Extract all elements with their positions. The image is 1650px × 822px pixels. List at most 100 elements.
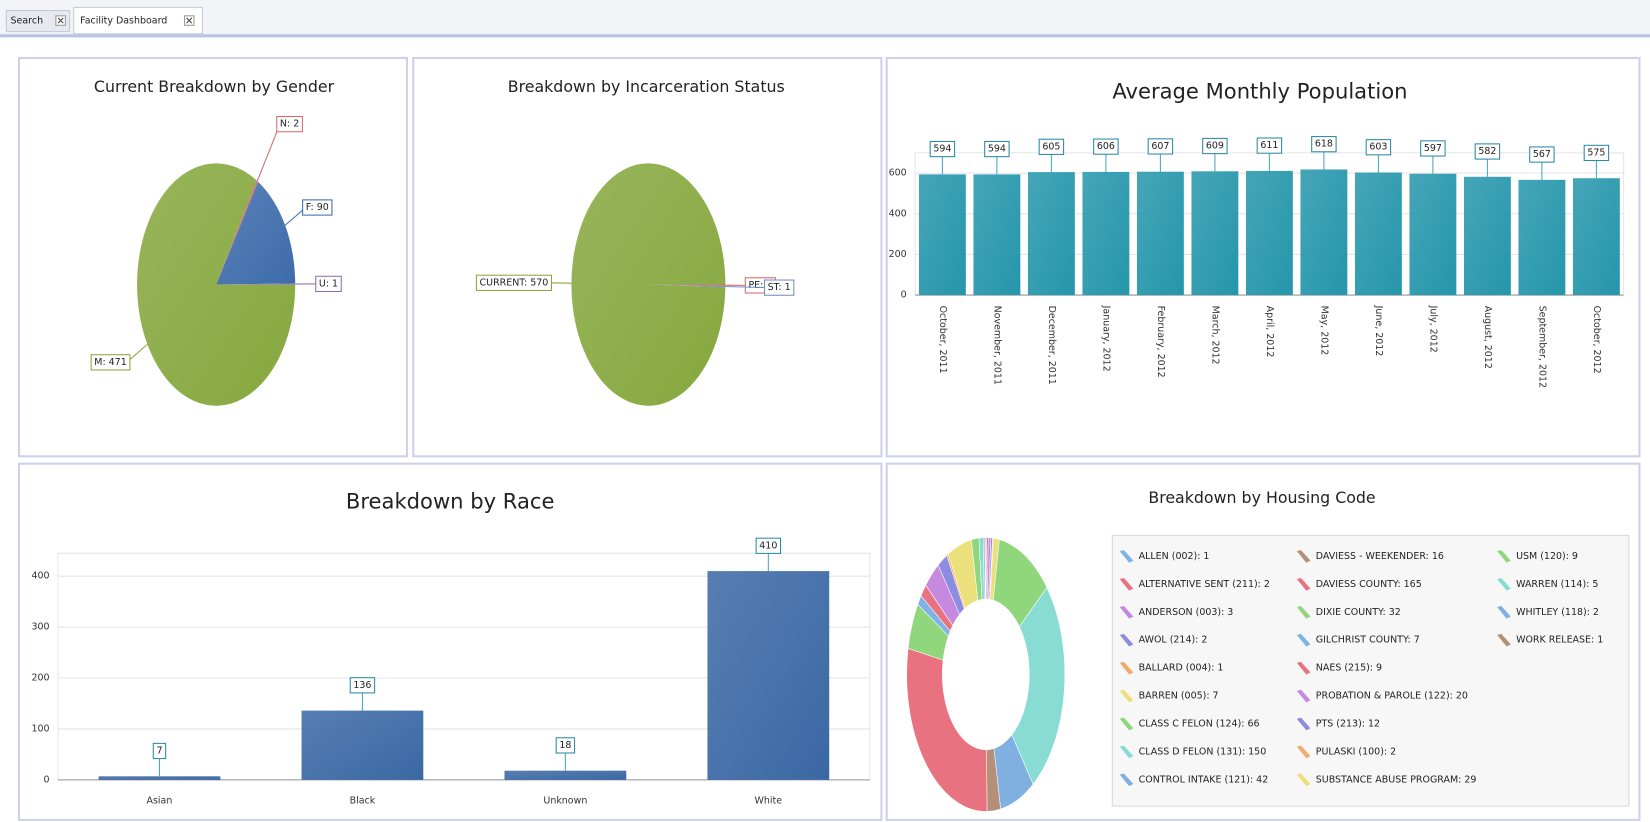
bar	[918, 174, 966, 296]
y-tick-label: 200	[31, 673, 49, 684]
value-label: N: 2	[280, 119, 299, 130]
x-tick-label: January, 2012	[1100, 305, 1111, 372]
legend-label: PULASKI (100): 2	[1316, 746, 1396, 757]
bar	[301, 710, 424, 780]
value-label: 609	[1206, 141, 1224, 152]
bar	[1409, 173, 1457, 296]
bar	[1463, 176, 1511, 296]
legend-swatch	[1119, 689, 1134, 703]
value-label-box	[315, 275, 342, 293]
value-label: PE: 1	[748, 280, 772, 291]
pie-slice	[137, 163, 296, 406]
bar	[1027, 172, 1075, 296]
value-label: 597	[1424, 143, 1442, 154]
x-tick-label: White	[755, 795, 783, 806]
legend-swatch	[1119, 717, 1134, 731]
value-label: 594	[988, 144, 1006, 155]
legend-swatch	[1296, 633, 1311, 647]
value-label-box	[349, 677, 376, 694]
value-label: ST: 1	[768, 282, 791, 293]
value-label: 618	[1315, 139, 1333, 150]
value-label-box	[1583, 144, 1610, 162]
x-tick-label: September, 2012	[1536, 306, 1547, 388]
y-tick-label: 0	[44, 774, 50, 785]
value-label: U: 1	[319, 278, 338, 289]
y-tick-label: 100	[31, 723, 49, 734]
legend-label: DIXIE COUNTY: 32	[1316, 607, 1401, 618]
value-label-box	[302, 199, 333, 216]
legend-swatch	[1119, 633, 1134, 647]
value-label: 606	[1097, 141, 1115, 152]
y-tick-label: 400	[31, 571, 49, 582]
bar	[1300, 169, 1348, 296]
donut-slice	[1011, 587, 1066, 785]
bar	[1572, 178, 1620, 296]
x-tick-label: August, 2012	[1482, 306, 1493, 369]
value-label-box	[763, 279, 795, 296]
value-label-box	[1365, 139, 1392, 156]
value-label-box	[90, 354, 131, 371]
legend-label: CLASS D FELON (131): 150	[1139, 746, 1267, 757]
y-tick-label: 200	[889, 249, 907, 260]
value-label: 582	[1478, 146, 1496, 157]
pie-slice	[648, 284, 726, 286]
legend-swatch	[1296, 717, 1311, 731]
value-label: 611	[1260, 140, 1278, 151]
x-tick-label: October, 2011	[937, 306, 948, 374]
legend-label: ALLEN (002): 1	[1139, 551, 1210, 562]
legend-swatch	[1497, 578, 1511, 591]
tab-background	[73, 6, 203, 35]
tab-bar	[0, 0, 1650, 36]
legend-label: WHITLEY (118): 2	[1516, 607, 1599, 618]
y-tick-label: 300	[31, 622, 49, 633]
pie-slice	[648, 284, 726, 288]
value-label: 136	[353, 680, 371, 691]
pie-slice	[216, 283, 296, 285]
legend-label: PROBATION & PAROLE (122): 20	[1316, 691, 1468, 702]
bar	[98, 776, 221, 780]
y-tick-label: 600	[889, 168, 907, 179]
tab-label: Facility Dashboard	[80, 16, 167, 27]
x-tick-label: Unknown	[543, 795, 587, 806]
legend-box	[1111, 534, 1630, 807]
bar	[1082, 171, 1130, 296]
value-label-box	[1529, 146, 1555, 163]
value-label: 607	[1151, 141, 1169, 152]
tab-close-icon	[57, 17, 64, 24]
value-label-box	[1420, 140, 1446, 157]
value-label-box	[555, 737, 576, 754]
x-tick-label: February, 2012	[1155, 306, 1166, 378]
legend-swatch	[1119, 745, 1134, 759]
value-label: 603	[1369, 142, 1387, 153]
value-label: F: 90	[306, 202, 329, 213]
legend-swatch	[1296, 661, 1311, 675]
value-label: 410	[759, 540, 777, 551]
bar	[707, 571, 830, 780]
legend-swatch	[1296, 550, 1311, 563]
value-label-box	[929, 140, 956, 158]
value-label-box	[152, 742, 167, 760]
chart-title: Average Monthly Population	[1112, 79, 1407, 104]
legend-label: NAES (215): 9	[1316, 663, 1382, 674]
value-label: M: 471	[94, 357, 126, 368]
legend-label: CONTROL INTAKE (121): 42	[1139, 774, 1269, 785]
legend-swatch	[1119, 605, 1134, 619]
legend-swatch	[1296, 773, 1311, 787]
x-tick-label: July, 2012	[1427, 305, 1438, 353]
chart-title: Breakdown by Incarceration Status	[508, 77, 785, 96]
legend-label: DAVIESS - WEEKENDER: 16	[1316, 551, 1444, 562]
legend-swatch	[1119, 578, 1134, 591]
legend-label: ANDERSON (003): 3	[1139, 607, 1234, 618]
tab[interactable]: Search	[5, 10, 71, 33]
y-tick-label: 0	[901, 290, 907, 301]
value-label-box	[1147, 138, 1174, 155]
legend-label: SUBSTANCE ABUSE PROGRAM: 29	[1316, 774, 1477, 785]
value-label-box	[475, 274, 553, 291]
x-tick-label: June, 2012	[1373, 305, 1384, 357]
bar	[973, 174, 1021, 296]
legend-label: WARREN (114): 5	[1516, 579, 1598, 590]
value-label-box	[1256, 137, 1283, 154]
value-label: CURRENT: 570	[480, 277, 549, 288]
tab-label: Search	[11, 16, 44, 27]
tab[interactable]: Facility Dashboard	[73, 6, 203, 35]
